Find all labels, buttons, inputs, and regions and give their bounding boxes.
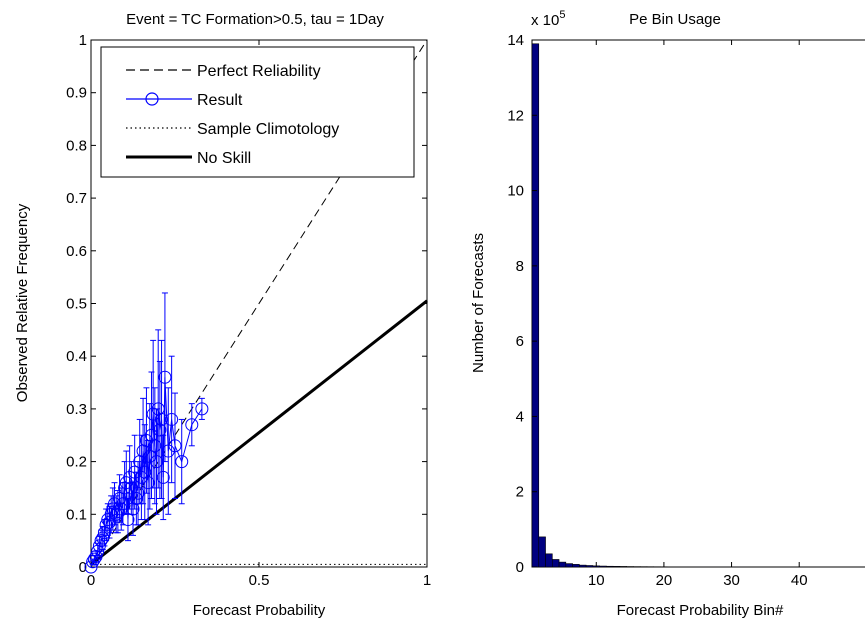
x-tick-label: 0	[87, 572, 95, 589]
bin-bar	[558, 561, 567, 568]
bin-bar	[606, 565, 614, 568]
bin-bar	[545, 553, 553, 568]
result-point	[175, 455, 189, 469]
y-tick-label: 0	[79, 559, 87, 576]
x-tick-label: 30	[723, 572, 740, 589]
result-point	[109, 507, 123, 521]
result-point	[111, 505, 125, 519]
y-tick-label: 0.1	[66, 506, 87, 523]
reliability-x-axis-label: Forecast Probability	[193, 602, 326, 619]
y-axis-multiplier-base: x 10	[531, 12, 559, 29]
bin-usage-title: Pe Bin Usage	[629, 11, 721, 28]
result-point	[168, 439, 182, 453]
y-tick-label: 0.3	[66, 401, 87, 418]
result-point	[118, 481, 132, 495]
y-tick-label: 10	[507, 183, 524, 200]
result-point	[96, 531, 110, 545]
reliability-legend: Perfect Reliability Result Sample Climot…	[100, 46, 415, 178]
x-tick-label: 10	[588, 572, 605, 589]
result-point	[84, 560, 98, 574]
y-tick-label: 0.5	[66, 296, 87, 313]
y-tick-label: 0.2	[66, 454, 87, 471]
x-tick-label: 1	[423, 572, 431, 589]
result-point	[97, 526, 111, 540]
y-tick-label: 1	[79, 32, 87, 49]
bin-bar	[599, 565, 607, 568]
result-point	[143, 449, 157, 463]
result-point	[161, 444, 175, 458]
bin-bar	[572, 564, 580, 568]
y-tick-label: 0.6	[66, 243, 87, 260]
result-point	[141, 476, 155, 490]
result-point	[155, 412, 169, 426]
no-skill-line	[90, 299, 428, 566]
x-tick-label: 20	[656, 572, 673, 589]
y-tick-label: 12	[507, 107, 524, 124]
result-point	[158, 370, 172, 384]
bin-bar	[612, 566, 621, 568]
result-point	[131, 486, 145, 500]
reliability-result-series	[84, 292, 209, 574]
y-tick-label: 14	[507, 32, 524, 49]
result-point	[148, 439, 162, 453]
bin-usage-chart: Pe Bin Usage x 105 0 2 4 6 8 10 12 14 10 20 30 40 F…	[470, 9, 865, 619]
x-tick-label: 0.5	[249, 572, 270, 589]
bin-usage-ticks: 0 2 4 6 8 10 12 14 10 20 30 40	[507, 32, 808, 589]
reliability-chart: Event = TC Formation>0.5, tau = 1Day 0 0.…	[14, 11, 431, 619]
reliability-title: Event = TC Formation>0.5, tau = 1Day	[126, 11, 384, 28]
result-point	[156, 470, 170, 484]
x-tick-label: 40	[791, 572, 808, 589]
y-axis-multiplier-exponent: 5	[559, 9, 565, 21]
result-point	[150, 455, 164, 469]
result-point	[116, 497, 130, 511]
bin-usage-y-axis-label: Number of Forecasts	[470, 233, 487, 373]
legend-perfect-reliability-label: Perfect Reliability	[197, 63, 321, 80]
legend-box	[100, 46, 415, 178]
result-point	[102, 515, 116, 529]
bin-bar	[585, 565, 594, 568]
y-tick-label: 4	[516, 408, 524, 425]
bin-bar	[619, 566, 628, 568]
y-tick-label: 6	[516, 333, 524, 350]
bin-bar	[565, 563, 573, 568]
result-point	[129, 491, 143, 505]
result-point	[87, 552, 101, 566]
y-tick-label: 0.4	[66, 348, 87, 365]
result-point	[153, 423, 167, 437]
reliability-y-axis-label: Observed Relative Frequency	[14, 203, 31, 402]
y-tick-label: 8	[516, 258, 524, 275]
result-point	[108, 497, 122, 511]
legend-result-marker	[145, 92, 159, 106]
y-tick-label: 0	[516, 559, 524, 576]
y-tick-label: 2	[516, 484, 524, 501]
legend-no-skill-label: No Skill	[197, 150, 251, 167]
legend-sample-climatology-label: Sample Climotology	[197, 121, 339, 138]
result-point	[195, 402, 209, 416]
result-point	[94, 534, 108, 548]
bin-bar	[579, 564, 587, 568]
result-point	[99, 518, 113, 532]
result-point	[128, 465, 142, 479]
result-point	[124, 481, 138, 495]
legend-result-label: Result	[197, 92, 243, 109]
bin-bar	[551, 559, 560, 568]
bin-bar	[531, 43, 540, 568]
y-tick-label: 0.7	[66, 190, 87, 207]
result-point	[92, 539, 106, 553]
bin-usage-plot-area	[531, 39, 865, 568]
y-tick-label: 0.8	[66, 137, 87, 154]
y-axis-multiplier: x 105	[531, 9, 565, 29]
y-tick-label: 0.9	[66, 85, 87, 102]
bin-bar	[538, 536, 546, 568]
result-point	[121, 513, 135, 527]
bin-usage-x-axis-label: Forecast Probability Bin#	[617, 602, 784, 619]
result-point	[165, 412, 179, 426]
result-point	[185, 418, 199, 432]
